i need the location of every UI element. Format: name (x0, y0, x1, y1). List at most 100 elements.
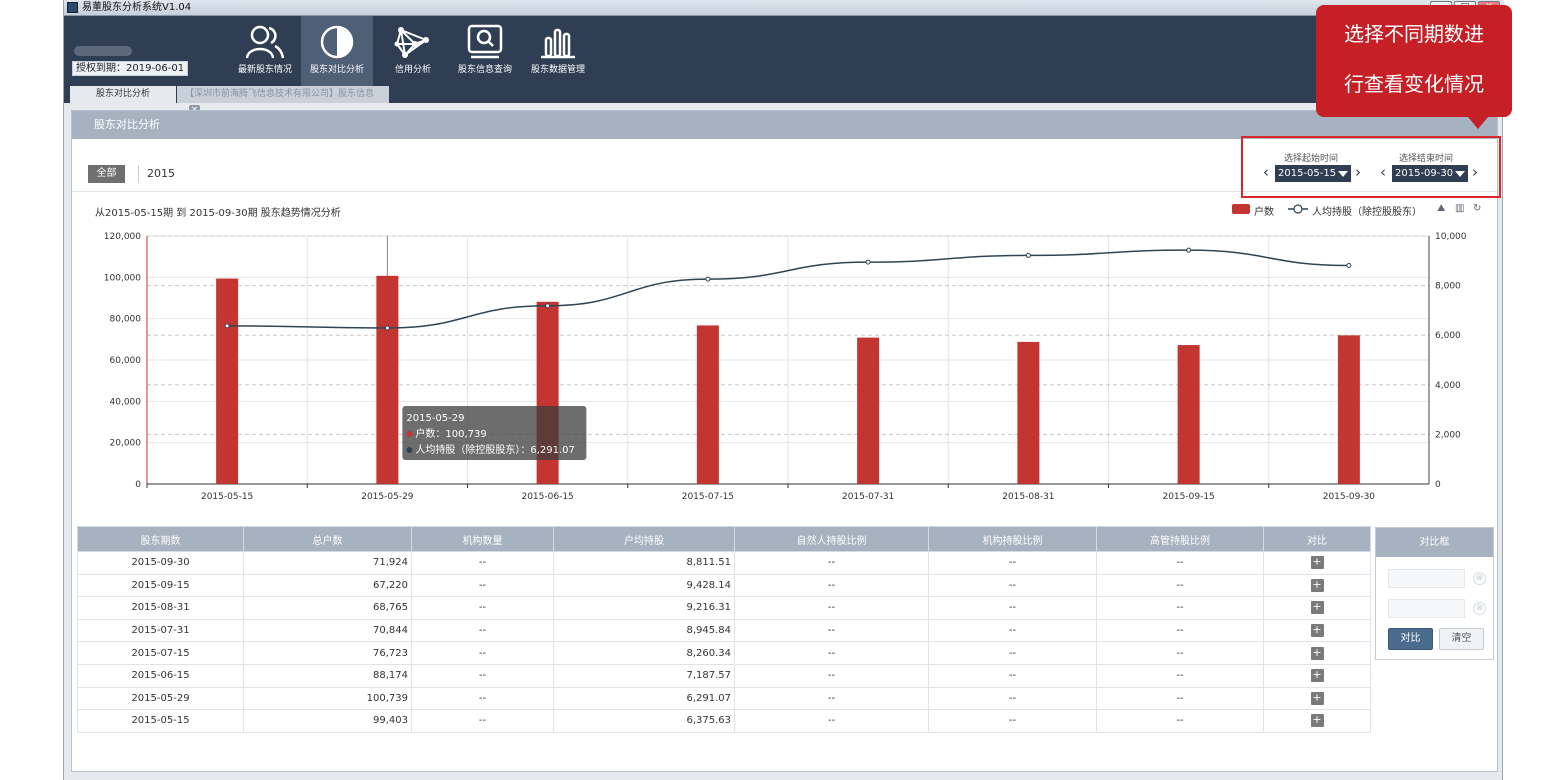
add-to-compare-button[interactable]: + (1310, 690, 1324, 705)
table-cell: 2015-09-15 (77, 573, 244, 598)
nav-label: 信用分析 (394, 65, 431, 75)
bar (376, 275, 399, 484)
table-cell: -- (734, 573, 929, 598)
table-row: 2015-06-15 88,174 -- 7,187.57 -- -- -- + (77, 663, 1371, 688)
refresh-icon[interactable]: ↻ (1473, 203, 1482, 214)
end-prev-arrow-icon[interactable]: ‹ (1380, 163, 1386, 181)
table-cell: -- (734, 709, 929, 733)
y-right-tick-label: 0 (1435, 480, 1441, 490)
legend-line-swatch[interactable] (1288, 203, 1308, 215)
bar-chart-toggle-icon[interactable]: ▥ (1455, 203, 1465, 214)
clear-button[interactable]: 清空 (1439, 628, 1484, 650)
line-point (384, 325, 390, 331)
table-cell: -- (1096, 641, 1264, 665)
table-row: 2015-05-29 100,739 -- 6,291.07 -- -- -- + (77, 686, 1371, 711)
y-left-tick-label: 0 (135, 480, 141, 490)
compare-slot-2-clear-icon[interactable]: ⊗ (1473, 602, 1486, 615)
bar (857, 337, 880, 484)
legend-bar-label[interactable]: 户数 (1254, 207, 1274, 218)
table-cell: + (1263, 641, 1371, 665)
table-cell: + (1263, 596, 1371, 620)
line-point (224, 323, 230, 329)
title-bar: 易董股东分析系统V1.04 ─ □ ✕ (64, 0, 1504, 16)
column-header: 股东期数 (77, 526, 244, 552)
end-date-select[interactable]: 2015-09-30 (1392, 165, 1468, 182)
legend-line-label[interactable]: 人均持股（除控股股东） (1312, 207, 1422, 218)
add-to-compare-button[interactable]: + (1310, 555, 1324, 570)
trend-chart: 0 20,000 40,000 60,000 80,000 100,000 120,000 0… (104, 232, 1467, 502)
date-range-selector: 选择起始时间 ‹ 2015-05-15 › 选择结束时间 ‹ 2015-09-3… (1241, 136, 1501, 198)
tab-bar: 股东对比分析 【深圳市前海腾飞信息技术有限公司】股东信息× (64, 86, 1504, 116)
table-cell: 9,428.14 (553, 573, 735, 598)
dropdown-caret-icon (1455, 171, 1465, 177)
nav-shareholder-query[interactable]: 股东信息查询 (449, 16, 521, 86)
divider (72, 191, 1497, 192)
top-nav: 授权到期：2019-06-01 最新股东情况 股东对比分析 信用分析 股东信息查… (64, 16, 1504, 86)
callout-line-1: 选择不同期数进 (1344, 22, 1484, 46)
period-table: 股东期数 总户数 机构数量 户均持股 自然人持股比例 机构持股比例 高管持股比例 对比 201… (77, 526, 1371, 733)
compare-slot-2[interactable] (1388, 599, 1465, 618)
end-date-label: 选择结束时间 (1398, 154, 1453, 164)
filter-year-2015[interactable]: 2015 (138, 165, 175, 183)
y-left-tick-label: 120,000 (104, 232, 141, 242)
table-cell: -- (928, 686, 1097, 711)
add-to-compare-button[interactable]: + (1310, 577, 1324, 592)
table-row: 2015-08-31 68,765 -- 9,216.31 -- -- -- + (77, 596, 1371, 620)
username-blurred (74, 46, 132, 56)
table-cell: + (1263, 618, 1371, 643)
nav-data-management[interactable]: 股东数据管理 (522, 16, 594, 86)
nav-credit-analysis[interactable]: 信用分析 (377, 16, 449, 86)
y-right-tick-label: 2,000 (1435, 430, 1461, 440)
table-cell: 2015-09-30 (77, 551, 244, 575)
legend-bar-swatch[interactable] (1232, 204, 1250, 214)
table-cell: 7,187.57 (553, 663, 735, 688)
start-prev-arrow-icon[interactable]: ‹ (1263, 163, 1269, 181)
column-header: 机构数量 (411, 526, 554, 552)
table-cell: 6,375.63 (553, 709, 735, 733)
table-cell: 2015-07-31 (77, 618, 244, 643)
end-date-value: 2015-09-30 (1395, 168, 1454, 179)
table-cell: 2015-07-15 (77, 641, 244, 665)
add-to-compare-button[interactable]: + (1310, 600, 1324, 615)
table-cell: + (1263, 663, 1371, 688)
add-to-compare-button[interactable]: + (1310, 713, 1324, 728)
table-cell: 2015-05-15 (77, 709, 244, 733)
add-to-compare-button[interactable]: + (1310, 668, 1324, 683)
filter-all-button[interactable]: 全部 (88, 165, 125, 183)
y-right-tick-label: 8,000 (1435, 282, 1461, 292)
table-cell: 88,174 (243, 663, 412, 688)
add-to-compare-button[interactable]: + (1310, 645, 1324, 660)
table-cell: -- (411, 641, 554, 665)
search-monitor-icon (467, 24, 503, 59)
y-right-tick-label: 4,000 (1435, 381, 1461, 391)
start-next-arrow-icon[interactable]: › (1355, 163, 1361, 181)
start-date-select[interactable]: 2015-05-15 (1275, 165, 1351, 182)
add-to-compare-button[interactable]: + (1310, 623, 1324, 638)
end-next-arrow-icon[interactable]: › (1472, 163, 1478, 181)
x-tick-label: 2015-09-30 (1323, 492, 1376, 502)
y-left-tick-label: 40,000 (110, 397, 142, 407)
tab-company-shareholder-info[interactable]: 【深圳市前海腾飞信息技术有限公司】股东信息× (177, 86, 389, 116)
y-right-tick-label: 6,000 (1435, 331, 1461, 341)
start-date-label: 选择起始时间 (1283, 154, 1338, 164)
table-cell: -- (734, 551, 929, 575)
line-point (1346, 262, 1352, 268)
column-header: 机构持股比例 (928, 526, 1097, 552)
line-point (1025, 252, 1031, 258)
table-cell: 100,739 (243, 686, 412, 711)
table-cell: -- (928, 641, 1097, 665)
compare-button[interactable]: 对比 (1388, 628, 1433, 650)
tooltip-box (402, 406, 587, 460)
start-date-value: 2015-05-15 (1278, 168, 1337, 179)
table-cell: -- (734, 596, 929, 620)
table-row: 2015-09-15 67,220 -- 9,428.14 -- -- -- + (77, 573, 1371, 598)
nav-label: 最新股东情况 (237, 65, 292, 75)
compare-slot-1[interactable] (1388, 569, 1465, 588)
nav-latest-shareholders[interactable]: 最新股东情况 (229, 16, 301, 86)
line-chart-toggle-icon[interactable]: ⛰ (1437, 203, 1446, 214)
compare-slot-1-clear-icon[interactable]: ⊗ (1473, 572, 1486, 585)
nav-shareholder-compare[interactable]: 股东对比分析 (301, 16, 373, 86)
half-circle-icon (320, 25, 354, 59)
tab-shareholder-compare[interactable]: 股东对比分析 (70, 86, 176, 103)
bar (1017, 341, 1040, 484)
